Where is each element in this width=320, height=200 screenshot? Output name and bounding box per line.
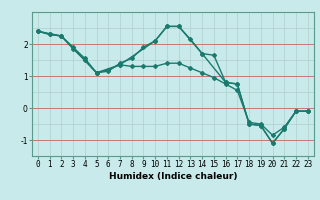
X-axis label: Humidex (Indice chaleur): Humidex (Indice chaleur) — [108, 172, 237, 181]
